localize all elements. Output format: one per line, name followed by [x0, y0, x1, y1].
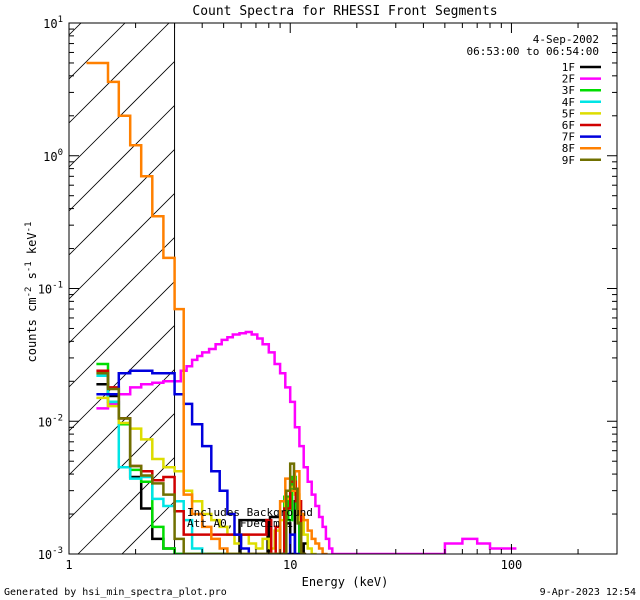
hatch-line [69, 23, 170, 124]
annotation-attenuator: Att A0, FDecim 1 [187, 517, 293, 530]
hatch-line [69, 23, 126, 80]
hatch-line [69, 237, 175, 344]
hatch-line [121, 501, 175, 554]
x-tick-label: 100 [501, 558, 523, 572]
legend-label-2F: 2F [562, 73, 575, 86]
hatch-line [69, 23, 82, 36]
legend-label-7F: 7F [562, 131, 575, 144]
legend-label-3F: 3F [562, 84, 575, 97]
series-layer [86, 61, 517, 554]
axis-ticks [68, 22, 618, 555]
legend-label-1F: 1F [562, 61, 575, 74]
y-tick-label: 10-2 [38, 413, 63, 429]
hatch-line [69, 105, 175, 212]
series-line-7F [96, 369, 300, 554]
chart-time-range: 06:53:00 to 06:54:00 [467, 45, 599, 58]
x-axis-label: Energy (keV) [302, 575, 389, 589]
axis-tick-labels: 1 10 100 101 100 10-1 10-2 10-3 [38, 15, 523, 572]
hatch-line [77, 457, 175, 554]
legend-label-8F: 8F [562, 142, 575, 155]
y-tick-label: 100 [43, 148, 63, 164]
y-tick-label: 10-3 [38, 546, 63, 562]
background-hatch-region [69, 23, 176, 554]
hatch-line [69, 149, 175, 256]
legend-label-9F: 9F [562, 154, 575, 167]
hatch-line [69, 325, 175, 432]
x-tick-label: 10 [283, 558, 297, 572]
legend-label-5F: 5F [562, 107, 575, 120]
chart-title: Count Spectra for RHESSI Front Segments [192, 4, 497, 19]
footer-generated-by: Generated by hsi_min_spectra_plot.pro [4, 587, 227, 598]
legend-label-6F: 6F [562, 119, 575, 132]
y-tick-label: 10-1 [38, 281, 63, 297]
chart-date: 4-Sep-2002 [533, 33, 599, 46]
y-axis-label: counts cm-2 s-1 keV-1 [24, 222, 39, 363]
series-line-9F [96, 371, 307, 554]
hatch-line [69, 61, 175, 168]
series-line-2F [96, 330, 517, 554]
legend-label-4F: 4F [562, 96, 575, 109]
y-tick-label: 101 [43, 15, 63, 31]
series-line-8F [86, 61, 328, 554]
annotation-background: Includes Background [187, 506, 313, 519]
x-tick-label: 1 [65, 558, 72, 572]
hatch-line [69, 281, 175, 388]
hatch-line [69, 193, 175, 300]
footer-timestamp: 9-Apr-2023 12:54 [540, 587, 636, 598]
